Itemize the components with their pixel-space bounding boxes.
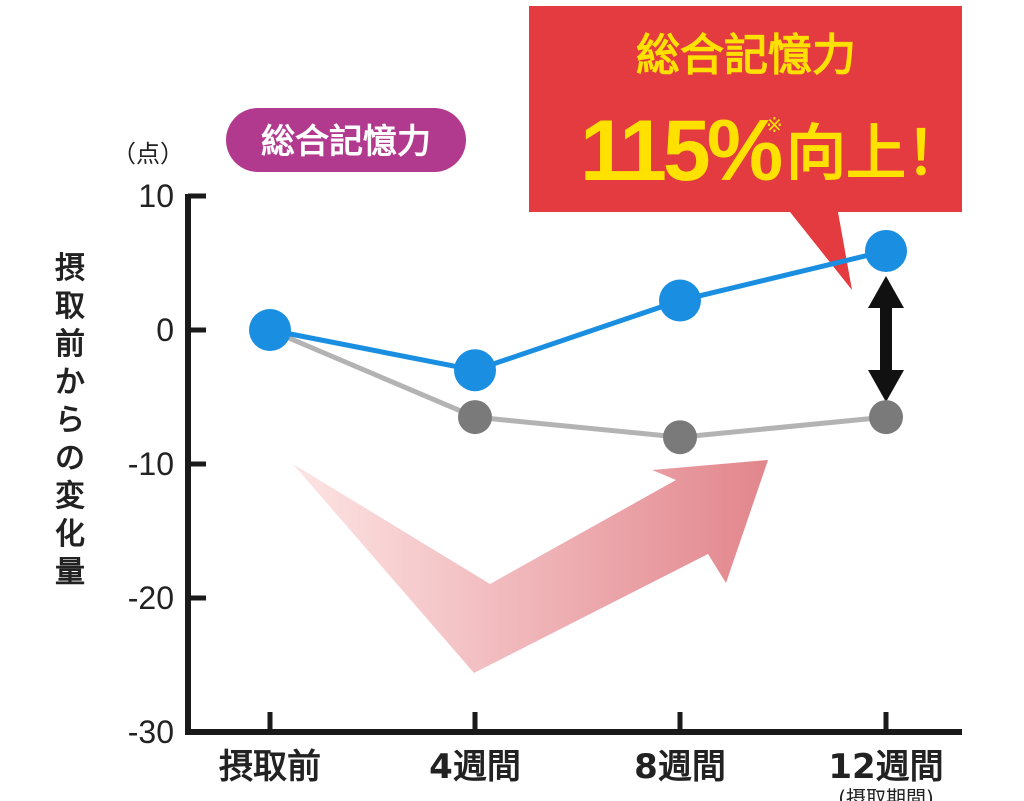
difference-arrow	[868, 276, 904, 402]
series-line	[269, 248, 887, 373]
series-line	[269, 327, 887, 440]
series-point	[865, 229, 907, 272]
callout-note-mark: ※	[766, 113, 783, 137]
y-unit-label: （点）	[112, 140, 184, 168]
x-tick-label: 4週間	[429, 747, 521, 787]
series-point	[454, 349, 496, 392]
y-tick-label: -10	[128, 446, 174, 482]
y-tick-label: -20	[128, 580, 174, 616]
title-pill	[226, 108, 466, 172]
callout-title: 総合記憶力	[636, 30, 856, 81]
y-tick-label: -30	[128, 714, 174, 750]
chart-title: 総合記憶力	[261, 122, 431, 162]
series-point	[659, 279, 701, 322]
callout-box	[529, 6, 962, 290]
callout: 総合記憶力 115% ※ 向上！	[529, 6, 966, 290]
series-point	[869, 400, 903, 435]
y-tick-label: 0	[156, 312, 174, 348]
callout-suffix: 向上！	[786, 119, 966, 189]
callout-percent: 115%	[580, 103, 782, 199]
y-tick-label: 10	[138, 178, 174, 214]
series-point	[663, 420, 697, 455]
series-layer	[249, 229, 907, 455]
x-tick-label: 摂取前	[219, 747, 321, 787]
series-point	[249, 309, 291, 351]
category-note: (摂取期間)	[838, 786, 934, 801]
x-tick-label: 12週間	[828, 747, 943, 787]
axes: 10 0 -10 -20 -30 摂取前 4週間 8週間 12週間	[128, 178, 962, 787]
trend-arrow	[293, 460, 768, 673]
x-tick-label: 8週間	[634, 747, 726, 787]
y-axis-label: 摂取前からの変化量	[55, 251, 85, 590]
series-point	[458, 400, 492, 435]
